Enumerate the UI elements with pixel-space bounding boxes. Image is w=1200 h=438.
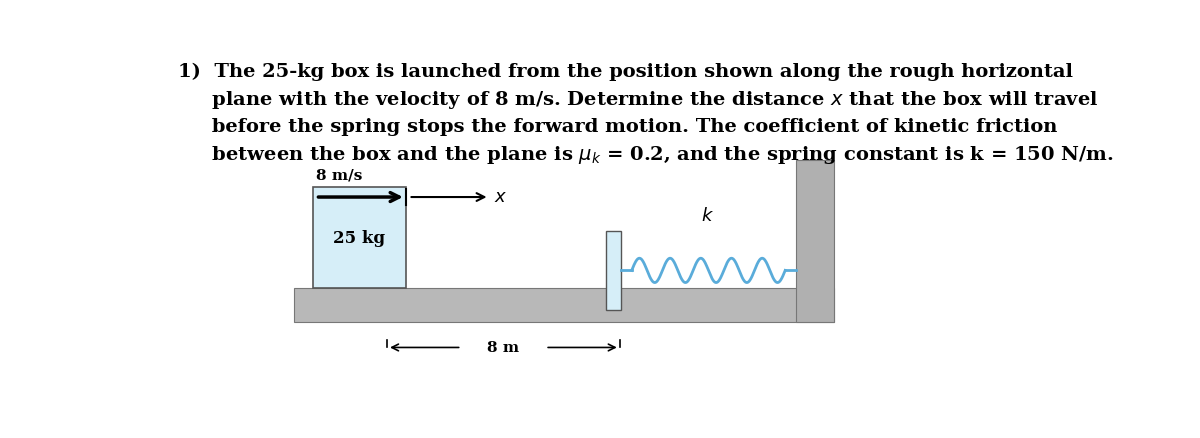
Text: 8 m/s: 8 m/s (316, 169, 362, 182)
Text: $k$: $k$ (702, 207, 714, 225)
Text: 8 m: 8 m (487, 341, 520, 355)
Bar (606, 231, 620, 311)
Text: 1)  The 25-kg box is launched from the position shown along the rough horizontal: 1) The 25-kg box is launched from the po… (178, 63, 1114, 166)
Text: 25 kg: 25 kg (334, 230, 385, 247)
Text: $x$: $x$ (494, 188, 508, 206)
Bar (294, 289, 834, 322)
Bar (313, 187, 406, 289)
Bar (797, 160, 834, 322)
